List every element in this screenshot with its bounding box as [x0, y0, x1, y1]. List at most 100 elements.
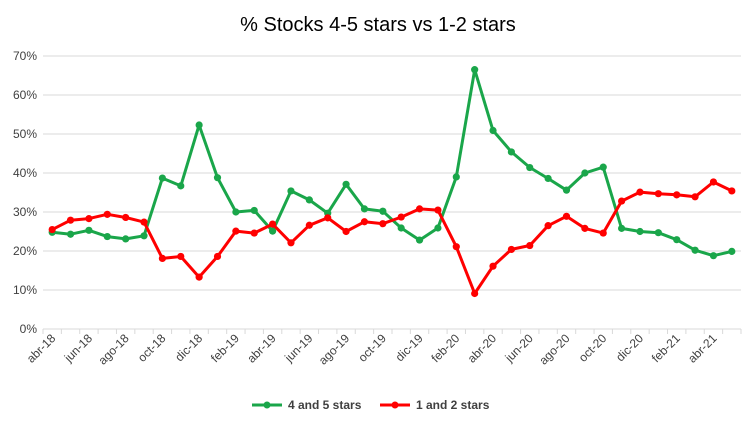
data-point-4-and-5-stars	[618, 224, 626, 232]
data-point-4-and-5-stars	[452, 173, 460, 181]
x-tick-label: dic-18	[172, 331, 205, 364]
data-point-4-and-5-stars	[489, 126, 497, 135]
data-point-4-and-5-stars	[507, 148, 515, 156]
data-point-1-and-2-stars	[66, 216, 75, 224]
x-tick-label: ago-18	[95, 331, 132, 368]
data-point-1-and-2-stars	[636, 188, 644, 196]
data-point-4-and-5-stars	[636, 227, 644, 236]
x-tick-label: oct-20	[576, 331, 610, 365]
data-point-1-and-2-stars	[324, 214, 332, 222]
legend-item-4-and-5-stars: 4 and 5 stars	[252, 398, 362, 412]
data-point-1-and-2-stars	[562, 212, 571, 220]
data-point-1-and-2-stars	[232, 227, 240, 235]
data-point-1-and-2-stars	[489, 262, 497, 270]
data-point-1-and-2-stars	[654, 190, 662, 198]
chart-title: % Stocks 4-5 stars vs 1-2 stars	[240, 14, 516, 36]
x-tick-label: ago-19	[316, 331, 353, 368]
x-tick-label: abr-20	[465, 331, 500, 366]
data-point-1-and-2-stars	[103, 210, 111, 218]
data-point-4-and-5-stars	[581, 169, 589, 177]
y-tick-label: 30%	[13, 205, 37, 219]
data-point-4-and-5-stars	[379, 207, 387, 215]
legend-label-4-and-5-stars: 4 and 5 stars	[288, 398, 362, 412]
data-point-4-and-5-stars	[599, 163, 607, 171]
x-tick-label: feb-19	[208, 331, 242, 365]
series-line-1-and-2-stars	[50, 180, 734, 295]
data-point-1-and-2-stars	[397, 213, 405, 221]
x-tick-label: abr-18	[24, 331, 59, 366]
data-point-1-and-2-stars	[507, 245, 515, 254]
data-point-1-and-2-stars	[305, 221, 313, 229]
data-point-1-and-2-stars	[140, 218, 148, 226]
data-point-4-and-5-stars	[397, 224, 405, 232]
x-tick-label: oct-19	[355, 331, 389, 365]
data-point-4-and-5-stars	[250, 206, 258, 215]
data-point-4-and-5-stars	[305, 196, 313, 204]
data-point-1-and-2-stars	[379, 220, 387, 228]
data-point-4-and-5-stars	[140, 232, 148, 240]
y-tick-label: 20%	[13, 244, 37, 258]
data-point-1-and-2-stars	[673, 191, 681, 199]
data-point-1-and-2-stars	[581, 224, 589, 232]
data-point-1-and-2-stars	[544, 222, 552, 230]
data-point-4-and-5-stars	[177, 182, 185, 190]
series-lines	[48, 66, 736, 298]
data-point-4-and-5-stars	[360, 205, 369, 213]
data-point-4-and-5-stars	[103, 232, 111, 241]
x-tick-label: abr-21	[685, 331, 720, 366]
data-point-1-and-2-stars	[526, 241, 534, 250]
data-point-4-and-5-stars	[85, 226, 93, 234]
legend-item-1-and-2-stars: 1 and 2 stars	[380, 398, 490, 412]
data-point-1-and-2-stars	[250, 229, 258, 237]
legend: 4 and 5 stars 1 and 2 stars	[252, 398, 490, 412]
x-tick-label: ago-20	[536, 331, 573, 368]
data-point-4-and-5-stars	[562, 186, 571, 194]
data-point-4-and-5-stars	[158, 174, 166, 182]
y-axis-tick-labels: 0% 10% 20% 30% 40% 50% 60% 70%	[13, 49, 37, 336]
y-tick-label: 50%	[13, 127, 37, 141]
data-point-4-and-5-stars	[728, 247, 736, 255]
data-point-1-and-2-stars	[360, 218, 369, 226]
x-axis: abr-18 jun-18 ago-18 oct-18 dic-18 feb-19 abr-…	[24, 328, 742, 368]
legend-marker-1-and-2-stars	[391, 401, 399, 409]
data-point-1-and-2-stars	[158, 254, 166, 263]
data-point-4-and-5-stars	[471, 66, 479, 74]
data-point-1-and-2-stars	[728, 187, 736, 195]
data-point-4-and-5-stars	[415, 236, 424, 244]
data-point-4-and-5-stars	[122, 235, 130, 243]
data-point-1-and-2-stars	[691, 193, 699, 201]
data-point-1-and-2-stars	[213, 252, 222, 261]
data-point-1-and-2-stars	[452, 243, 460, 251]
data-point-1-and-2-stars	[85, 215, 93, 223]
x-tick-label: dic-20	[613, 331, 646, 364]
data-point-4-and-5-stars	[232, 208, 240, 216]
data-point-4-and-5-stars	[709, 252, 718, 260]
data-point-4-and-5-stars	[673, 236, 681, 244]
data-point-1-and-2-stars	[177, 252, 185, 261]
legend-marker-4-and-5-stars	[263, 401, 271, 409]
x-tick-label: feb-20	[428, 331, 462, 365]
data-point-1-and-2-stars	[342, 227, 350, 236]
x-tick-label: jun-18	[61, 331, 95, 365]
x-tick-label: jun-20	[502, 331, 536, 365]
data-point-1-and-2-stars	[269, 220, 277, 228]
y-tick-label: 60%	[13, 88, 37, 102]
series-1-and-2-stars	[48, 178, 736, 298]
x-tick-label: oct-18	[135, 331, 169, 365]
data-point-4-and-5-stars	[544, 174, 552, 183]
data-point-1-and-2-stars	[415, 205, 424, 213]
data-point-4-and-5-stars	[342, 180, 350, 188]
data-point-1-and-2-stars	[48, 225, 56, 234]
data-point-1-and-2-stars	[709, 178, 718, 186]
x-tick-label: jun-19	[281, 331, 315, 365]
data-point-1-and-2-stars	[471, 289, 479, 298]
series-line-4-and-5-stars	[50, 68, 734, 258]
legend-label-1-and-2-stars: 1 and 2 stars	[416, 398, 490, 412]
y-tick-label: 10%	[13, 283, 37, 297]
data-point-4-and-5-stars	[213, 174, 222, 182]
data-point-1-and-2-stars	[122, 213, 130, 222]
data-point-1-and-2-stars	[195, 273, 203, 281]
data-point-4-and-5-stars	[654, 229, 662, 237]
data-point-4-and-5-stars	[269, 227, 277, 235]
